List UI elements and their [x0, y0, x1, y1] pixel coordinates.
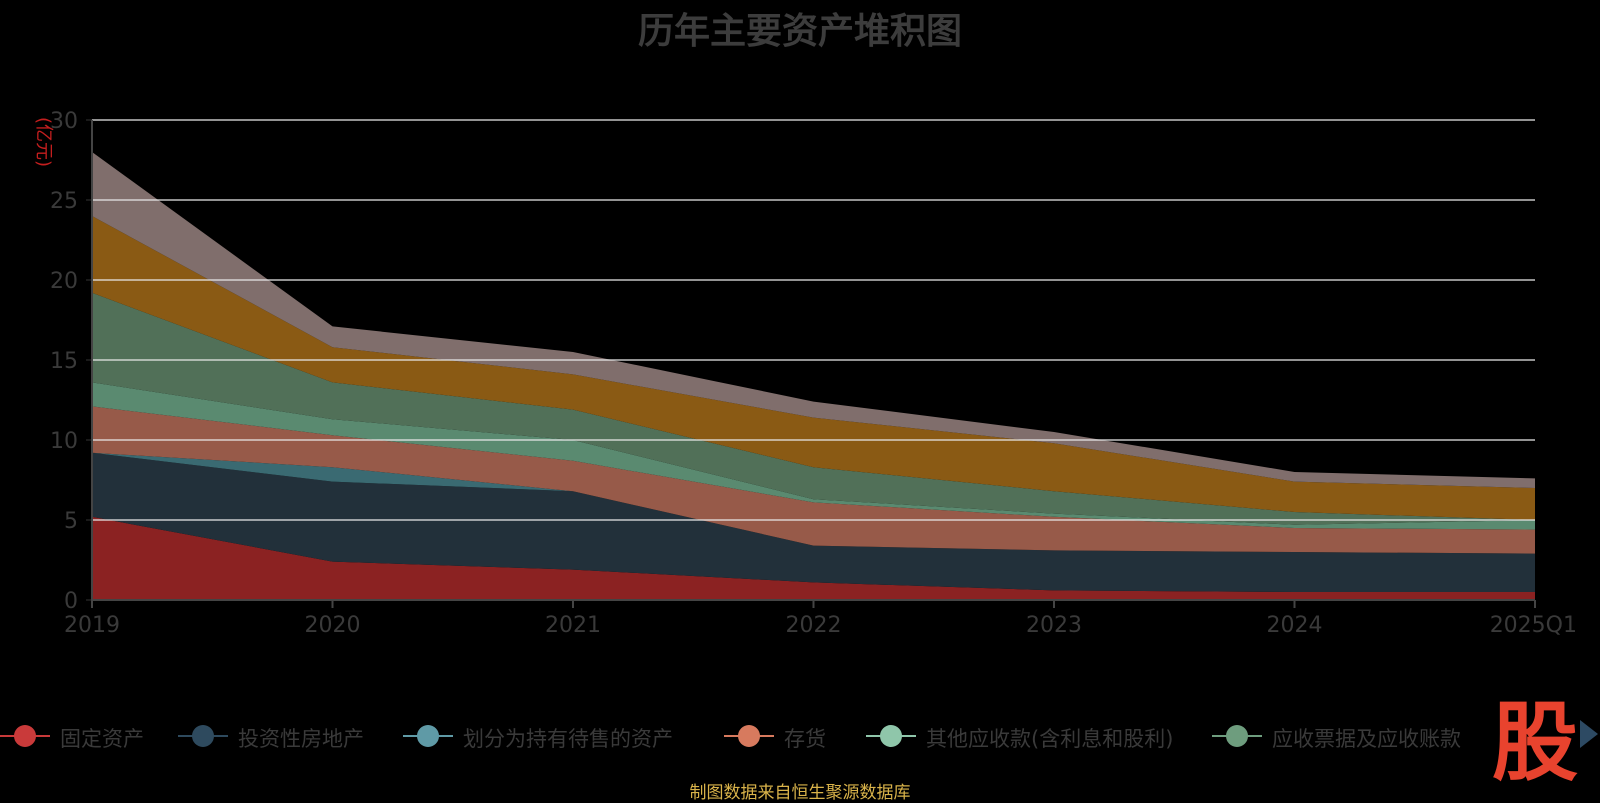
legend-dot-marker [880, 725, 902, 747]
area-series-6 [92, 216, 1535, 520]
x-tick-label: 2024 [1267, 613, 1323, 638]
y-tick-label: 0 [64, 589, 78, 614]
area-series-3 [92, 406, 1535, 554]
legend-label: 投资性房地产 [238, 727, 364, 751]
x-tick-label: 2021 [545, 613, 601, 638]
area-series-0 [92, 516, 1535, 600]
y-tick-label: 15 [50, 349, 78, 374]
legend-label: 固定资产 [60, 727, 144, 751]
source-note: 制图数据来自恒生聚源数据库 [689, 783, 911, 803]
legend-dot-marker [1226, 725, 1248, 747]
area-series-5 [92, 292, 1535, 525]
legend-next-arrow-icon[interactable] [1580, 720, 1598, 748]
y-axis-unit-label: (亿元) [33, 117, 54, 167]
area-layers [92, 152, 1535, 600]
area-series-4 [92, 382, 1535, 530]
axes: 0 5 10 15 20 25 30 2019 2020 2021 2022 2023 2024 2025… [50, 109, 1577, 638]
y-tick-label: 25 [50, 189, 78, 214]
y-tick-label: 20 [50, 269, 78, 294]
legend-label: 划分为持有待售的资产 [463, 727, 673, 751]
x-tick-label: 2025Q1 [1490, 613, 1577, 638]
legend-label: 应收票据及应收账款 [1272, 727, 1461, 751]
x-tick-label: 2023 [1026, 613, 1082, 638]
legend-dot-marker [14, 725, 36, 747]
x-tick-label: 2019 [64, 613, 120, 638]
legend: 固定资产 投资性房地产 划分为持有待售的资产 存货 其他应收款(含利息和股利) 应收票据及… [0, 720, 1490, 756]
gridlines [92, 119, 1535, 521]
legend-dot-marker [417, 725, 439, 747]
legend-label: 存货 [784, 727, 826, 751]
y-tick-label: 10 [50, 429, 78, 454]
legend-label: 其他应收款(含利息和股利) [926, 727, 1174, 751]
area-series-1 [92, 452, 1535, 592]
legend-dot-marker [738, 725, 760, 747]
watermark-logo: 股 [1492, 692, 1578, 793]
y-tick-label: 5 [64, 509, 78, 534]
x-tick-label: 2022 [786, 613, 842, 638]
legend-dot-marker [192, 725, 214, 747]
x-tick-label: 2020 [305, 613, 361, 638]
y-tick-label: 30 [50, 109, 78, 134]
area-series-2 [92, 452, 1535, 554]
chart-title: 历年主要资产堆积图 [637, 11, 962, 52]
